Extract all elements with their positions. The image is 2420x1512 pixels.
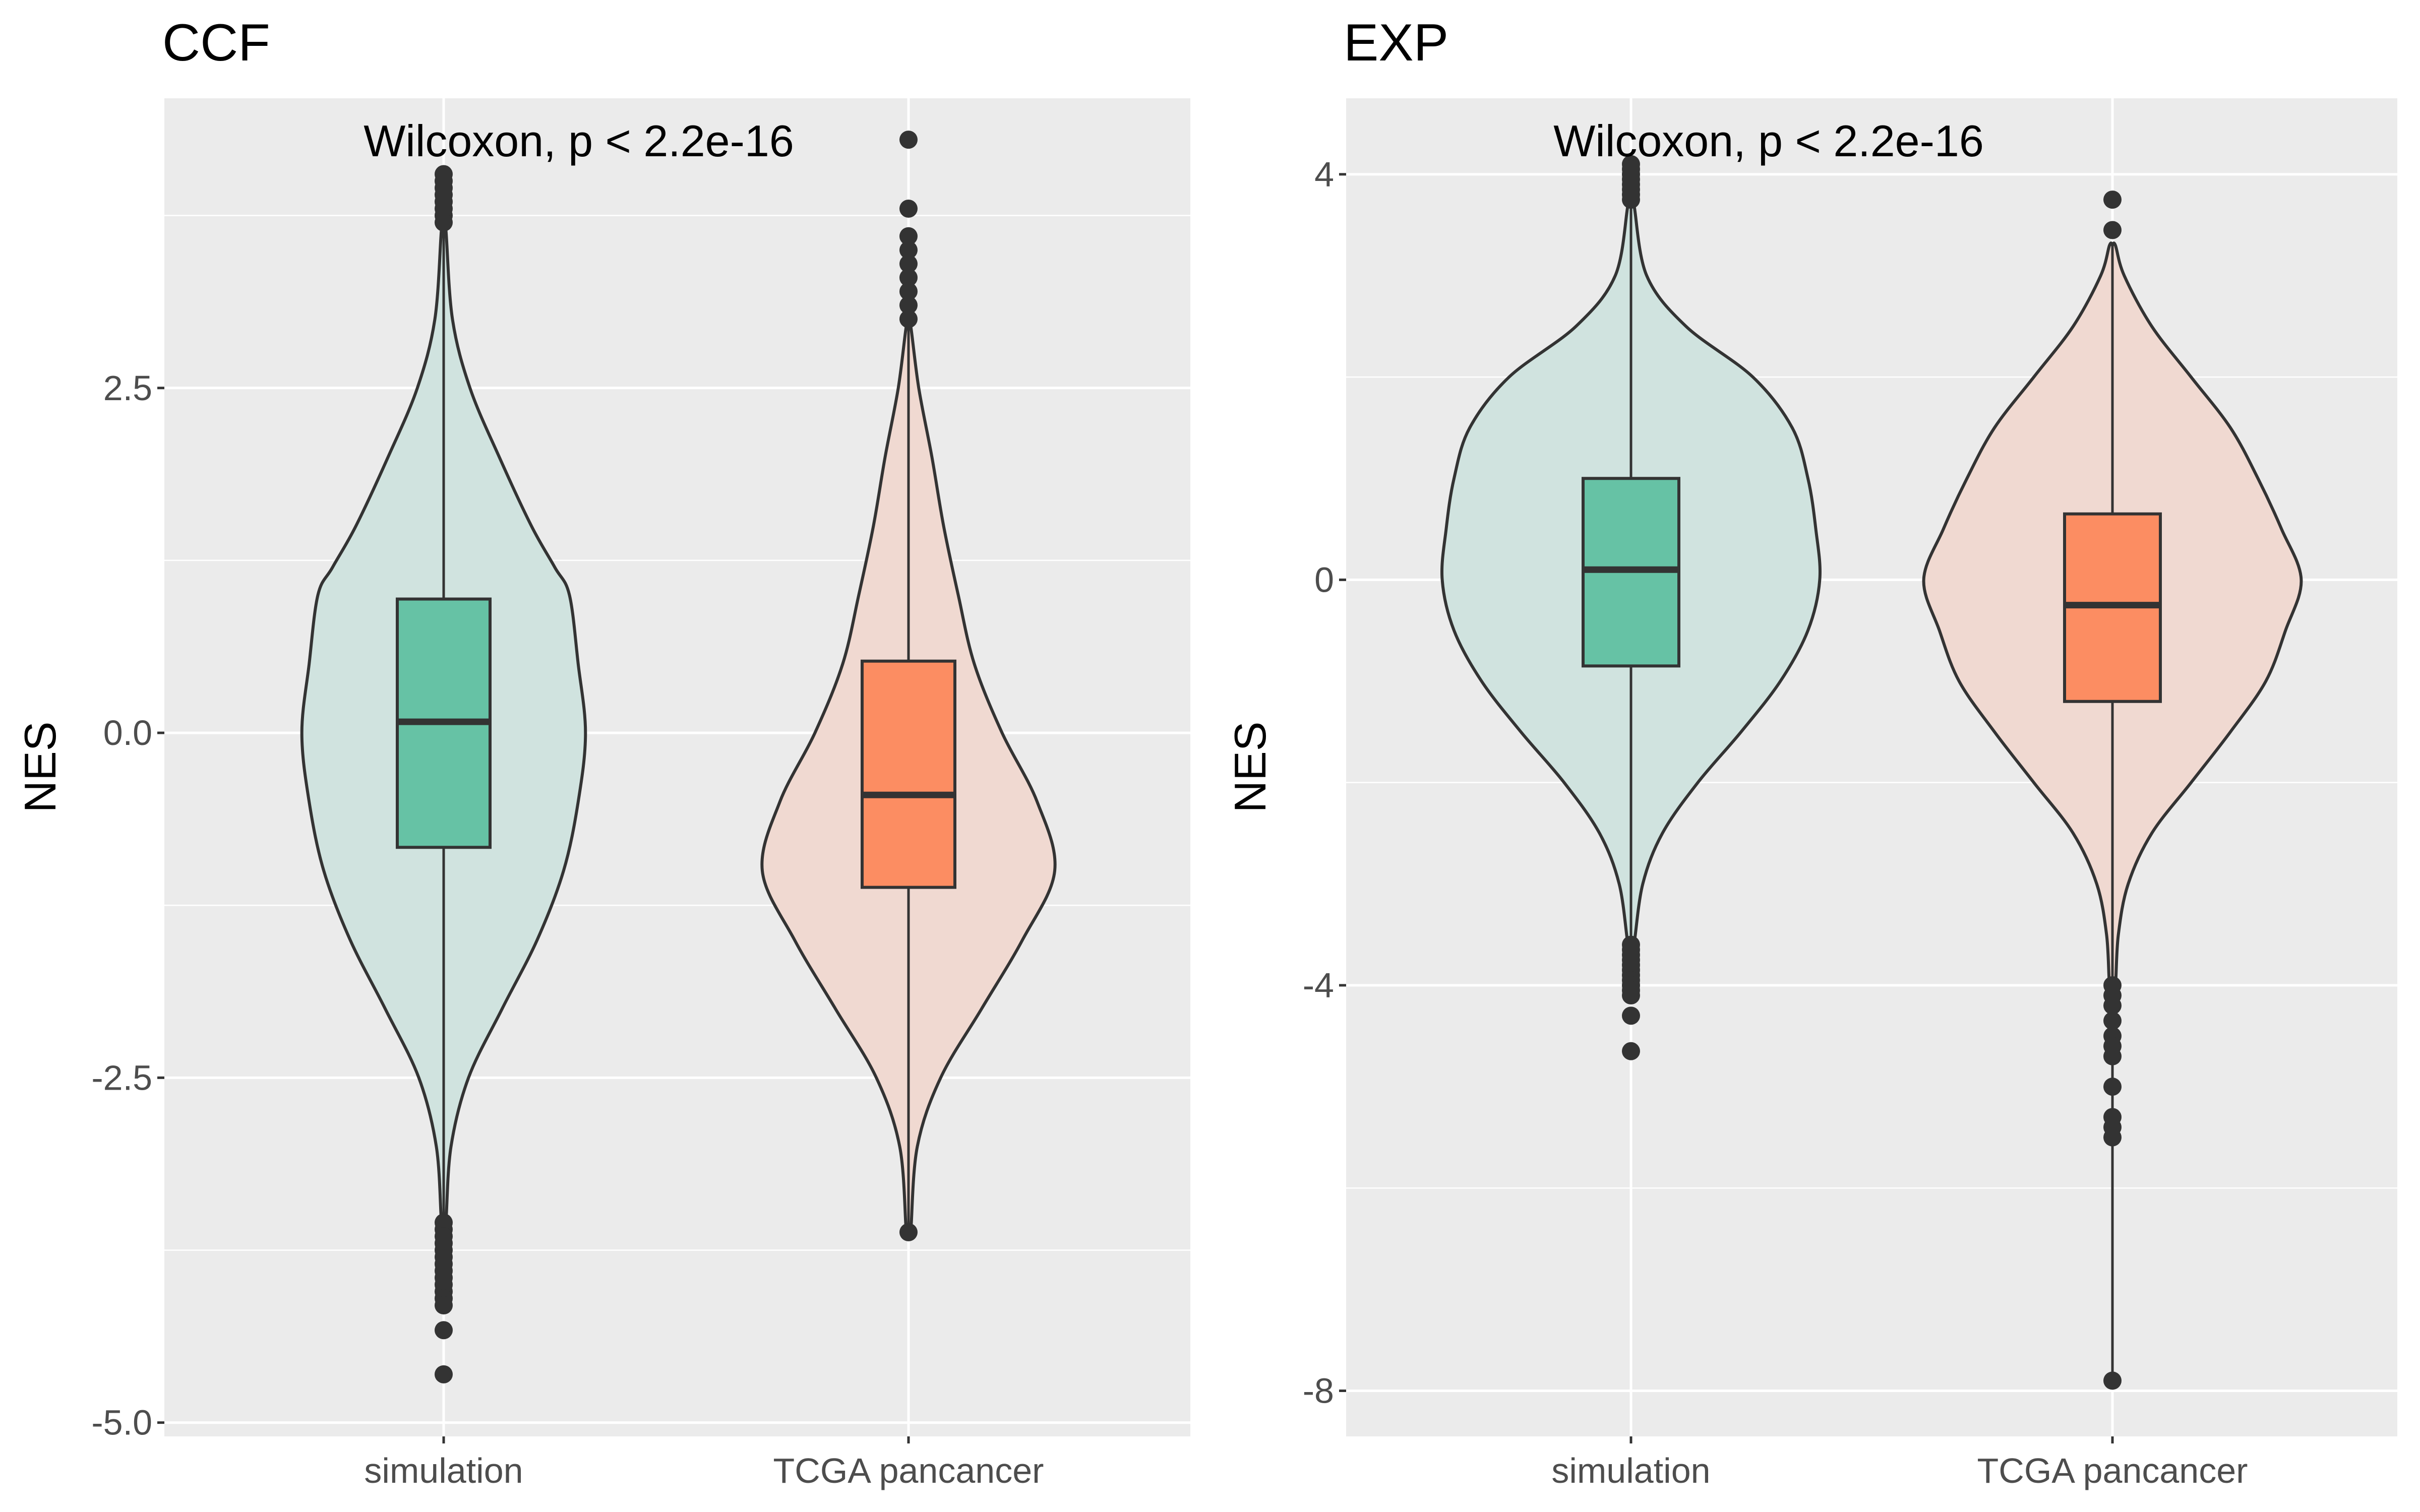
outlier-point	[899, 282, 918, 301]
iqr-box	[861, 659, 956, 889]
outlier-point	[2103, 1078, 2122, 1096]
outlier-point	[899, 1223, 918, 1241]
panel-title-ccf: CCF	[162, 14, 270, 72]
wilcoxon-annotation-exp: Wilcoxon, p < 2.2e-16	[1553, 116, 1984, 166]
x-tick-label: simulation	[1551, 1451, 1710, 1490]
plot-background-exp	[1346, 98, 2397, 1436]
y-tick-label: -4	[1303, 966, 1334, 1005]
outlier-point	[899, 268, 918, 287]
outlier-point	[2103, 1047, 2122, 1065]
x-tick-label: TCGA pancancer	[1977, 1451, 2248, 1490]
outlier-point	[899, 131, 918, 149]
y-axis-title-exp: NES	[1225, 722, 1275, 813]
outlier-point	[1622, 986, 1640, 1005]
wilcoxon-annotation-ccf: Wilcoxon, p < 2.2e-16	[364, 116, 794, 166]
outlier-point	[2103, 191, 2122, 209]
group-tcga-pancancer	[1922, 191, 2303, 1390]
x-tick-label: TCGA pancancer	[773, 1451, 1044, 1490]
panel-ccf: CCF 2.5 0.0 -2.5 -5.0 simulation TCGA pancanc…	[15, 14, 1190, 1490]
panel-title-exp: EXP	[1344, 14, 1448, 72]
violins-exp	[1440, 155, 2303, 1390]
group-simulation	[300, 165, 587, 1383]
outlier-point	[899, 255, 918, 273]
group-tcga-pancancer	[760, 131, 1057, 1241]
y-tick-label: 0.0	[103, 713, 152, 752]
outlier-point	[899, 199, 918, 218]
violins-ccf	[300, 131, 1057, 1383]
outlier-point	[435, 1296, 453, 1314]
outlier-point	[2103, 1371, 2122, 1390]
y-tick-label: -8	[1303, 1371, 1334, 1410]
outlier-point	[899, 241, 918, 260]
outlier-point	[2103, 221, 2122, 239]
outlier-point	[2103, 996, 2122, 1015]
outlier-point	[1622, 1006, 1640, 1025]
y-axis-title-ccf: NES	[15, 722, 65, 813]
outlier-point	[2103, 1128, 2122, 1147]
outlier-point	[435, 1321, 453, 1340]
x-tick-label: simulation	[364, 1451, 523, 1490]
outlier-point	[899, 309, 918, 328]
outlier-point	[899, 227, 918, 245]
y-tick-label: 0	[1314, 560, 1334, 599]
outlier-point	[1622, 1042, 1640, 1060]
outlier-point	[899, 296, 918, 314]
axes-ccf: 2.5 0.0 -2.5 -5.0 simulation TCGA pancancer	[91, 368, 1044, 1490]
group-simulation	[1440, 155, 1822, 1060]
y-tick-label: 2.5	[103, 368, 152, 408]
y-tick-label: -5.0	[91, 1403, 152, 1442]
outlier-point	[435, 213, 453, 232]
outlier-point	[435, 1365, 453, 1383]
axes-exp: 4 0 -4 -8 simulation TCGA pancancer	[1303, 155, 2248, 1490]
y-tick-label: -2.5	[91, 1058, 152, 1097]
outlier-point	[2103, 1012, 2122, 1030]
outlier-point	[1622, 191, 1640, 209]
panel-exp: EXP 4 0 -4 -8 simulation TCGA pancancer Wilco…	[1225, 14, 2397, 1490]
y-tick-label: 4	[1314, 155, 1334, 194]
